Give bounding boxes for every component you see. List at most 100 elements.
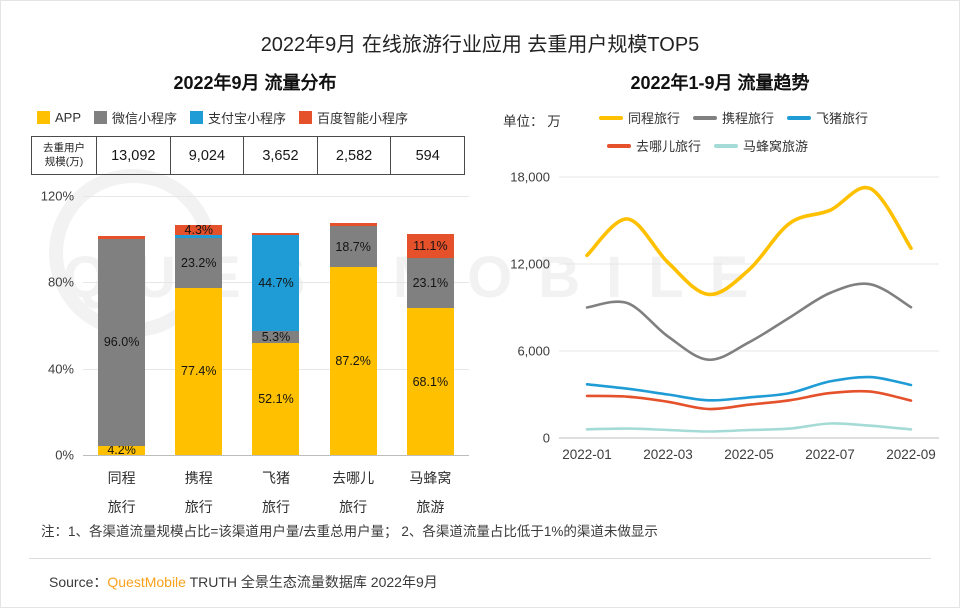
trend-line-马蜂窝旅游 xyxy=(585,422,913,433)
bar-马蜂窝旅游: 68.1% 23.1% 11.1% xyxy=(406,234,454,455)
y-axis-tick-label: 80% xyxy=(47,274,74,290)
bar-category-label: 飞猪 旅行 xyxy=(261,470,290,516)
legend-color-swatch xyxy=(94,111,108,124)
legend-item-飞猪旅行: 飞猪旅行 xyxy=(787,108,868,127)
legend-color-swatch xyxy=(299,111,313,124)
stacked-bar-plot: 120% 80% 40% 0% 4.2% 96.0% 77.4% 23.2% 4.3% 52.1%… xyxy=(41,189,469,463)
bar-segment-value: 77.4% xyxy=(181,364,217,379)
legend-line-swatch xyxy=(693,115,718,120)
legend-label: 携程旅行 xyxy=(722,111,775,126)
trend-line-chart xyxy=(559,176,939,439)
y-axis-tick-label: 0% xyxy=(55,447,74,463)
bar-segment-支付宝小程序 xyxy=(175,234,223,238)
legend-line-swatch xyxy=(714,143,739,148)
legend-item-支付宝小程序: 支付宝小程序 xyxy=(190,108,286,127)
trend-line-飞猪旅行 xyxy=(585,375,913,402)
footer-divider xyxy=(29,558,931,559)
x-axis-tick-label: 2022-03 xyxy=(643,447,693,462)
bar-segment-微信小程序: 23.2% xyxy=(175,237,223,288)
x-axis-tick-label: 2022-01 xyxy=(562,447,612,462)
bar-segment-微信小程序: 23.1% xyxy=(406,258,454,308)
distribution-chart-section: 2022年9月 流量分布 APP 微信小程序 支付宝小程序 百度智能小程序 去重用户 … xyxy=(31,69,479,523)
trend-line-携程旅行 xyxy=(585,282,913,362)
gridline xyxy=(83,455,469,456)
bar-segment-value: 5.3% xyxy=(261,329,291,344)
legend-color-swatch xyxy=(190,111,204,124)
gridline xyxy=(83,196,469,197)
y-axis-tick-label: 18,000 xyxy=(510,169,550,185)
distribution-chart-title: 2022年9月 流量分布 xyxy=(173,73,337,93)
bar-segment-APP: 4.2% xyxy=(98,443,146,457)
distribution-legend: APP 微信小程序 支付宝小程序 百度智能小程序 xyxy=(37,108,479,127)
y-axis-tick-label: 6,000 xyxy=(517,343,550,359)
legend-line-swatch xyxy=(599,115,623,120)
page-title: 2022年9月 在线旅游行业应用 去重用户规模TOP5 xyxy=(260,34,700,56)
source-suffix: TRUTH 全景生态流量数据库 2022年9月 xyxy=(185,574,438,590)
bar-segment-百度智能小程序: 4.3% xyxy=(175,223,223,237)
y-axis-tick-label: 120% xyxy=(40,188,74,204)
legend-label: APP xyxy=(55,110,82,125)
y-axis-tick-label: 12,000 xyxy=(510,256,550,272)
table-value-cell: 9,024 xyxy=(169,136,245,175)
bar-segment-value: 4.2% xyxy=(107,443,136,458)
legend-label: 微信小程序 xyxy=(112,111,178,126)
legend-label: 支付宝小程序 xyxy=(208,111,287,126)
source-prefix: Source： xyxy=(49,574,108,590)
source-line: Source：QuestMobile TRUTH 全景生态流量数据库 2022年… xyxy=(49,572,438,592)
table-value-cell: 594 xyxy=(390,136,465,175)
bar-segment-支付宝小程序: 44.7% xyxy=(252,234,300,332)
bar-segment-value: 44.7% xyxy=(258,275,294,290)
legend-line-swatch xyxy=(787,115,812,120)
bar-category-label: 马蜂窝 旅游 xyxy=(409,470,452,516)
trend-chart-title: 2022年1-9月 流量趋势 xyxy=(630,73,810,93)
bar-x-axis: 同程 旅行 携程 旅行 飞猪 旅行 去哪儿 旅行 马蜂窝 旅游 xyxy=(83,464,469,523)
legend-item-APP: APP xyxy=(37,110,81,125)
x-axis-tick-label: 2022-09 xyxy=(886,447,936,462)
legend-item-百度智能小程序: 百度智能小程序 xyxy=(299,108,408,127)
bar-segment-百度智能小程序 xyxy=(329,222,377,227)
legend-label: 去哪儿旅行 xyxy=(636,139,702,154)
bar-飞猪旅行: 52.1% 5.3% 44.7% xyxy=(252,232,300,455)
bar-去哪儿旅行: 87.2% 18.7% xyxy=(329,222,377,455)
bar-segment-value: 23.2% xyxy=(181,255,217,270)
bar-segment-APP: 87.2% xyxy=(329,266,377,455)
table-row: 去重用户 规模(万) 13,092 9,024 3,652 2,582 594 xyxy=(31,136,465,175)
table-value-cell: 13,092 xyxy=(96,136,171,175)
trend-line-同程旅行 xyxy=(585,185,913,297)
legend-color-swatch xyxy=(37,111,50,124)
bar-segment-value: 87.2% xyxy=(335,353,371,368)
line-x-axis: 2022-01 2022-03 2022-05 2022-07 2022-09 xyxy=(559,447,939,467)
bar-segment-value: 52.1% xyxy=(258,391,294,406)
bar-segment-APP: 52.1% xyxy=(252,342,300,455)
bar-category-label: 去哪儿 旅行 xyxy=(332,470,375,516)
legend-label: 马蜂窝旅游 xyxy=(743,139,809,154)
line-plot: 18,000 12,000 6,000 0 xyxy=(510,170,939,446)
footnote: 注：1、各渠道流量规模占比=该渠道用户量/去重总用户量； 2、各渠道流量占比低于… xyxy=(41,524,658,539)
bar-segment-value: 23.1% xyxy=(412,276,449,291)
unit-label: 单位： 万 xyxy=(503,114,561,129)
bar-segment-value: 68.1% xyxy=(412,374,449,389)
bar-segment-value: 18.7% xyxy=(335,239,371,254)
x-axis-tick-label: 2022-07 xyxy=(805,447,855,462)
bar-group: 4.2% 96.0% 77.4% 23.2% 4.3% 52.1% 5.3% 44.7% 87.… xyxy=(83,196,469,457)
trend-line-去哪儿旅行 xyxy=(585,389,913,411)
legend-line-swatch xyxy=(607,143,631,148)
trend-legend-row2: 去哪儿旅行 马蜂窝旅游 xyxy=(607,136,941,155)
bar-segment-百度智能小程序 xyxy=(252,232,300,235)
bar-segment-微信小程序: 5.3% xyxy=(252,330,300,344)
legend-label: 同程旅行 xyxy=(628,111,681,126)
bar-category-label: 携程 旅行 xyxy=(184,470,213,516)
dedup-user-scale-table: 去重用户 规模(万) 13,092 9,024 3,652 2,582 594 xyxy=(31,136,465,175)
bar-segment-微信小程序: 96.0% xyxy=(98,238,146,446)
legend-item-去哪儿旅行: 去哪儿旅行 xyxy=(607,136,701,155)
legend-item-同程旅行: 同程旅行 xyxy=(599,108,680,127)
trend-chart-section: 2022年1-9月 流量趋势 单位： 万 同程旅行 携程旅行 飞猪旅行 去哪儿旅行 马… xyxy=(499,69,941,467)
y-axis-tick-label: 40% xyxy=(47,361,74,377)
trend-legend-row1: 同程旅行 携程旅行 飞猪旅行 xyxy=(599,108,941,127)
table-value-cell: 2,582 xyxy=(316,136,392,175)
bar-携程旅行: 77.4% 23.2% 4.3% xyxy=(175,223,223,455)
bar-category-label: 同程 旅行 xyxy=(107,470,136,516)
trend-legend: 单位： 万 同程旅行 携程旅行 飞猪旅行 去哪儿旅行 马蜂窝旅游 xyxy=(499,108,941,155)
table-value-cell: 3,652 xyxy=(243,136,318,175)
